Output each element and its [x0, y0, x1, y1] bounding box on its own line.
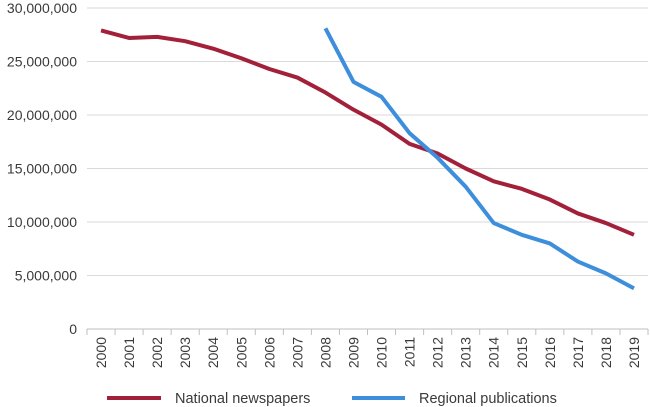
legend-item: National newspapers: [107, 391, 310, 407]
data-point: [183, 39, 187, 43]
data-point: [323, 91, 327, 95]
series-1: [99, 28, 636, 237]
data-point: [436, 156, 440, 160]
x-tick-label: 2009: [345, 337, 361, 368]
x-tick-label: 2006: [261, 337, 277, 368]
data-point: [351, 80, 355, 84]
data-point: [99, 28, 103, 32]
data-point: [380, 95, 384, 99]
legend: National newspapers Regional publications: [107, 391, 557, 407]
data-point: [492, 221, 496, 225]
data-point: [548, 241, 552, 245]
y-tick-label: 0: [69, 321, 77, 337]
data-point: [408, 142, 412, 146]
x-tick-label: 2016: [542, 337, 558, 368]
x-tick-label: 2007: [289, 337, 305, 368]
x-tick-label: 2017: [570, 337, 586, 368]
data-point: [351, 108, 355, 112]
data-point: [155, 35, 159, 39]
series-lines: [99, 26, 636, 291]
legend-label: Regional publications: [419, 391, 557, 407]
x-tick-label: 2010: [374, 337, 390, 368]
y-tick-label: 30,000,000: [7, 0, 77, 16]
x-tick-label: 2008: [317, 337, 333, 368]
data-point: [464, 185, 468, 189]
data-point: [239, 56, 243, 60]
series-2: [323, 26, 636, 291]
y-tick-label: 5,000,000: [15, 268, 77, 284]
data-point: [548, 198, 552, 202]
x-tick-label: 2011: [402, 337, 418, 367]
data-point: [604, 271, 608, 275]
data-point: [408, 131, 412, 135]
data-point: [211, 47, 215, 51]
x-tick-label: 2000: [93, 337, 109, 368]
legend-label: National newspapers: [175, 391, 310, 407]
data-point: [295, 76, 299, 80]
data-point: [576, 260, 580, 264]
data-point: [127, 36, 131, 40]
y-tick-label: 15,000,000: [7, 161, 77, 177]
y-tick-label: 20,000,000: [7, 107, 77, 123]
data-point: [492, 179, 496, 183]
data-point: [520, 187, 524, 191]
data-point: [323, 26, 327, 30]
legend-item: Regional publications: [352, 391, 557, 407]
x-tick-label: 2004: [205, 337, 221, 368]
x-tick-label: 2015: [514, 337, 530, 368]
x-tick-label: 2002: [149, 337, 165, 368]
data-point: [604, 221, 608, 225]
data-point: [464, 167, 468, 171]
x-tick-label: 2013: [458, 337, 474, 368]
x-tick-label: 2005: [233, 337, 249, 368]
x-axis: 2000 2001 2002 2003 2004 2005 2006 2007 2008 2009…: [86, 328, 649, 368]
gridlines: [87, 7, 648, 276]
series-line: [323, 27, 635, 291]
series-line: [100, 28, 635, 237]
y-axis: 0 5,000,000 10,000,000 15,000,000 20,000,000…: [7, 0, 77, 337]
data-point: [576, 211, 580, 215]
data-point: [380, 123, 384, 127]
y-tick-label: 25,000,000: [7, 54, 77, 70]
data-point: [632, 233, 636, 237]
data-point: [520, 233, 524, 237]
x-tick-label: 2019: [626, 337, 642, 368]
x-tick-label: 2014: [486, 337, 502, 368]
y-tick-label: 10,000,000: [7, 214, 77, 230]
x-tick-label: 2012: [430, 337, 446, 368]
x-tick-label: 2003: [177, 337, 193, 368]
data-point: [267, 67, 271, 71]
data-point: [632, 286, 636, 290]
x-tick-label: 2018: [598, 337, 614, 368]
x-tick-label: 2001: [121, 337, 137, 368]
